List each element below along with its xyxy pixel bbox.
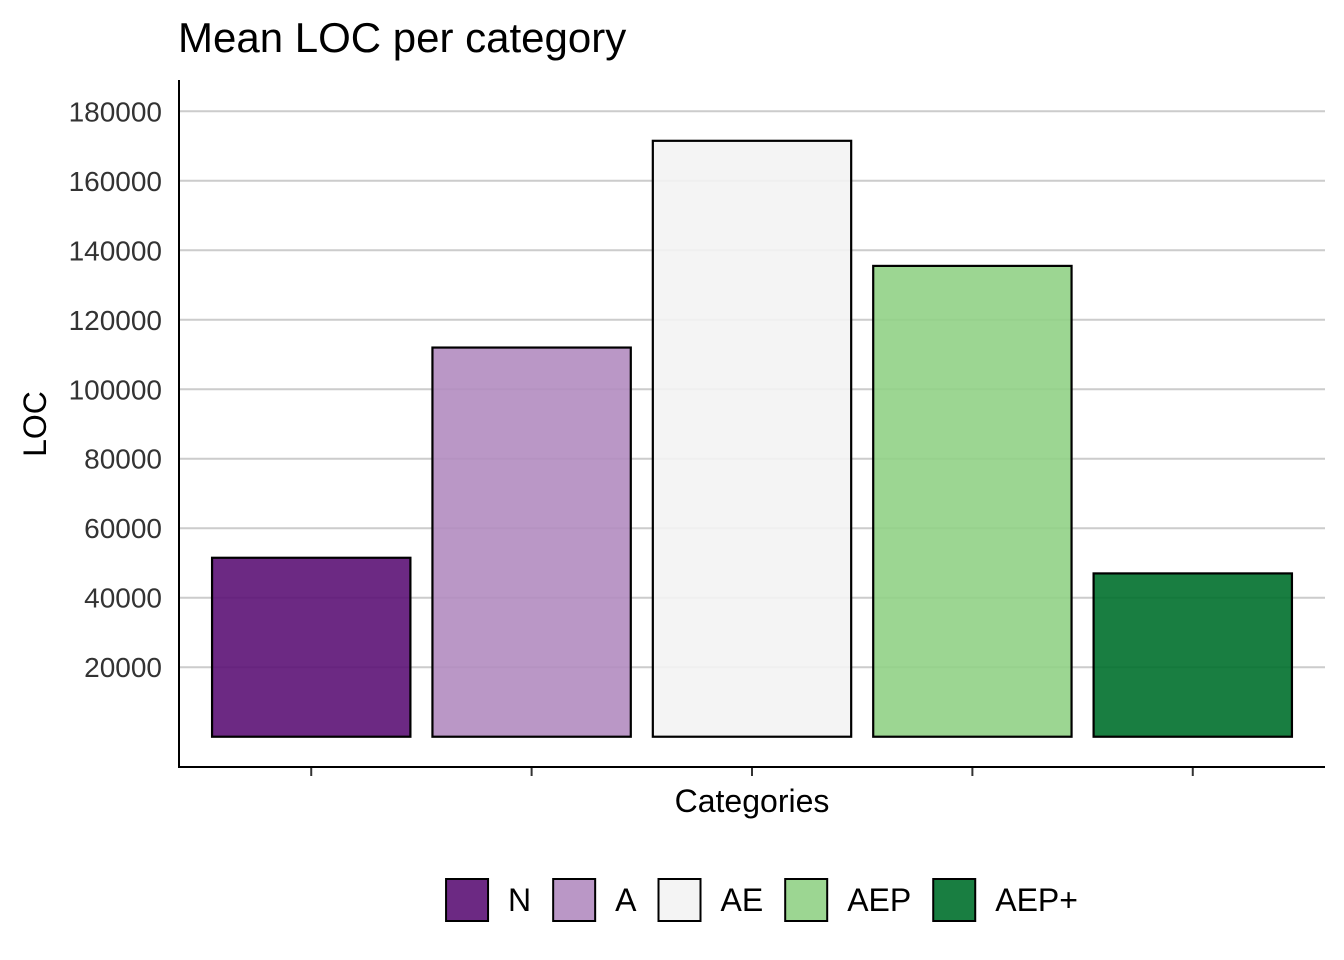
y-tick-label: 120000: [69, 305, 162, 336]
axes: [178, 80, 1325, 768]
y-tick-label: 180000: [69, 96, 162, 127]
y-tick-label: 140000: [69, 235, 162, 266]
legend-key-aep-plus: [932, 878, 977, 922]
legend-key-a: [552, 878, 597, 922]
legend-label: AEP+: [995, 882, 1078, 918]
chart-title: Mean LOC per category: [178, 14, 626, 61]
y-tick-label: 80000: [84, 444, 162, 475]
y-tick-labels: 20000 40000 60000 80000 100000 120000 140000 16…: [69, 96, 162, 683]
bar-a: [431, 346, 632, 738]
legend-key-ae: [657, 878, 702, 922]
legend: N A AE AEP AEP+: [445, 878, 1078, 922]
bar-ae: [651, 139, 853, 738]
y-tick-label: 160000: [69, 166, 162, 197]
y-tick-label: 40000: [84, 583, 162, 614]
bar-aep-plus: [1092, 572, 1294, 738]
bars: [210, 139, 1294, 738]
bar-aep: [872, 264, 1073, 738]
legend-key-n: [445, 878, 490, 922]
y-tick-label: 60000: [84, 513, 162, 544]
legend-label: AEP: [847, 882, 911, 918]
legend-label: AE: [721, 882, 764, 918]
bar-n: [210, 556, 412, 738]
legend-label: A: [615, 882, 637, 918]
x-axis-title: Categories: [675, 783, 830, 819]
legend-label: N: [508, 882, 531, 918]
y-tick-label: 20000: [84, 652, 162, 683]
y-tick-label: 100000: [69, 374, 162, 405]
y-axis-title: LOC: [17, 391, 53, 457]
legend-key-aep: [784, 878, 829, 922]
x-ticks: [310, 768, 1194, 776]
